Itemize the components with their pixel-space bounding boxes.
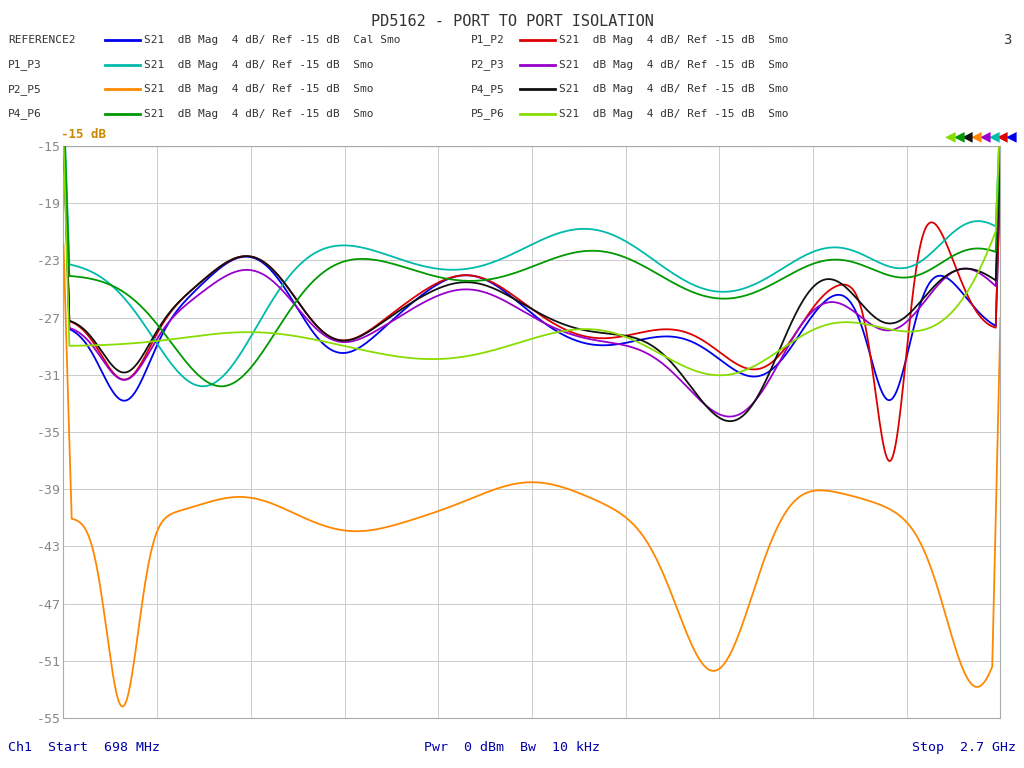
Text: ◀: ◀ — [971, 130, 982, 144]
Text: S21  dB Mag  4 dB/ Ref -15 dB  Smo: S21 dB Mag 4 dB/ Ref -15 dB Smo — [144, 108, 374, 119]
Text: -15 dB: -15 dB — [61, 128, 106, 141]
Text: P4_P5: P4_P5 — [471, 84, 505, 94]
Text: ◀: ◀ — [980, 130, 990, 144]
Text: S21  dB Mag  4 dB/ Ref -15 dB  Smo: S21 dB Mag 4 dB/ Ref -15 dB Smo — [559, 59, 788, 70]
Text: ◀: ◀ — [997, 130, 1008, 144]
Text: Ch1  Start  698 MHz: Ch1 Start 698 MHz — [8, 741, 160, 754]
Text: S21  dB Mag  4 dB/ Ref -15 dB  Smo: S21 dB Mag 4 dB/ Ref -15 dB Smo — [559, 108, 788, 119]
Text: P4_P6: P4_P6 — [8, 108, 42, 119]
Text: ◀: ◀ — [953, 130, 965, 144]
Text: ◀: ◀ — [1006, 130, 1017, 144]
Text: Pwr  0 dBm  Bw  10 kHz: Pwr 0 dBm Bw 10 kHz — [424, 741, 600, 754]
Text: S21  dB Mag  4 dB/ Ref -15 dB  Smo: S21 dB Mag 4 dB/ Ref -15 dB Smo — [144, 59, 374, 70]
Text: S21  dB Mag  4 dB/ Ref -15 dB  Smo: S21 dB Mag 4 dB/ Ref -15 dB Smo — [559, 84, 788, 94]
Text: ◀: ◀ — [963, 130, 973, 144]
Text: ◀: ◀ — [945, 130, 955, 144]
Text: ◀: ◀ — [988, 130, 999, 144]
Text: S21  dB Mag  4 dB/ Ref -15 dB  Cal Smo: S21 dB Mag 4 dB/ Ref -15 dB Cal Smo — [144, 35, 400, 45]
Text: REFERENCE2: REFERENCE2 — [8, 35, 76, 45]
Text: 3: 3 — [1004, 33, 1012, 47]
Text: PD5162 - PORT TO PORT ISOLATION: PD5162 - PORT TO PORT ISOLATION — [371, 14, 653, 29]
Text: P2_P5: P2_P5 — [8, 84, 42, 94]
Text: P5_P6: P5_P6 — [471, 108, 505, 119]
Text: P1_P3: P1_P3 — [8, 59, 42, 70]
Text: S21  dB Mag  4 dB/ Ref -15 dB  Smo: S21 dB Mag 4 dB/ Ref -15 dB Smo — [144, 84, 374, 94]
Text: S21  dB Mag  4 dB/ Ref -15 dB  Smo: S21 dB Mag 4 dB/ Ref -15 dB Smo — [559, 35, 788, 45]
Text: Stop  2.7 GHz: Stop 2.7 GHz — [911, 741, 1016, 754]
Text: P2_P3: P2_P3 — [471, 59, 505, 70]
Text: P1_P2: P1_P2 — [471, 35, 505, 45]
